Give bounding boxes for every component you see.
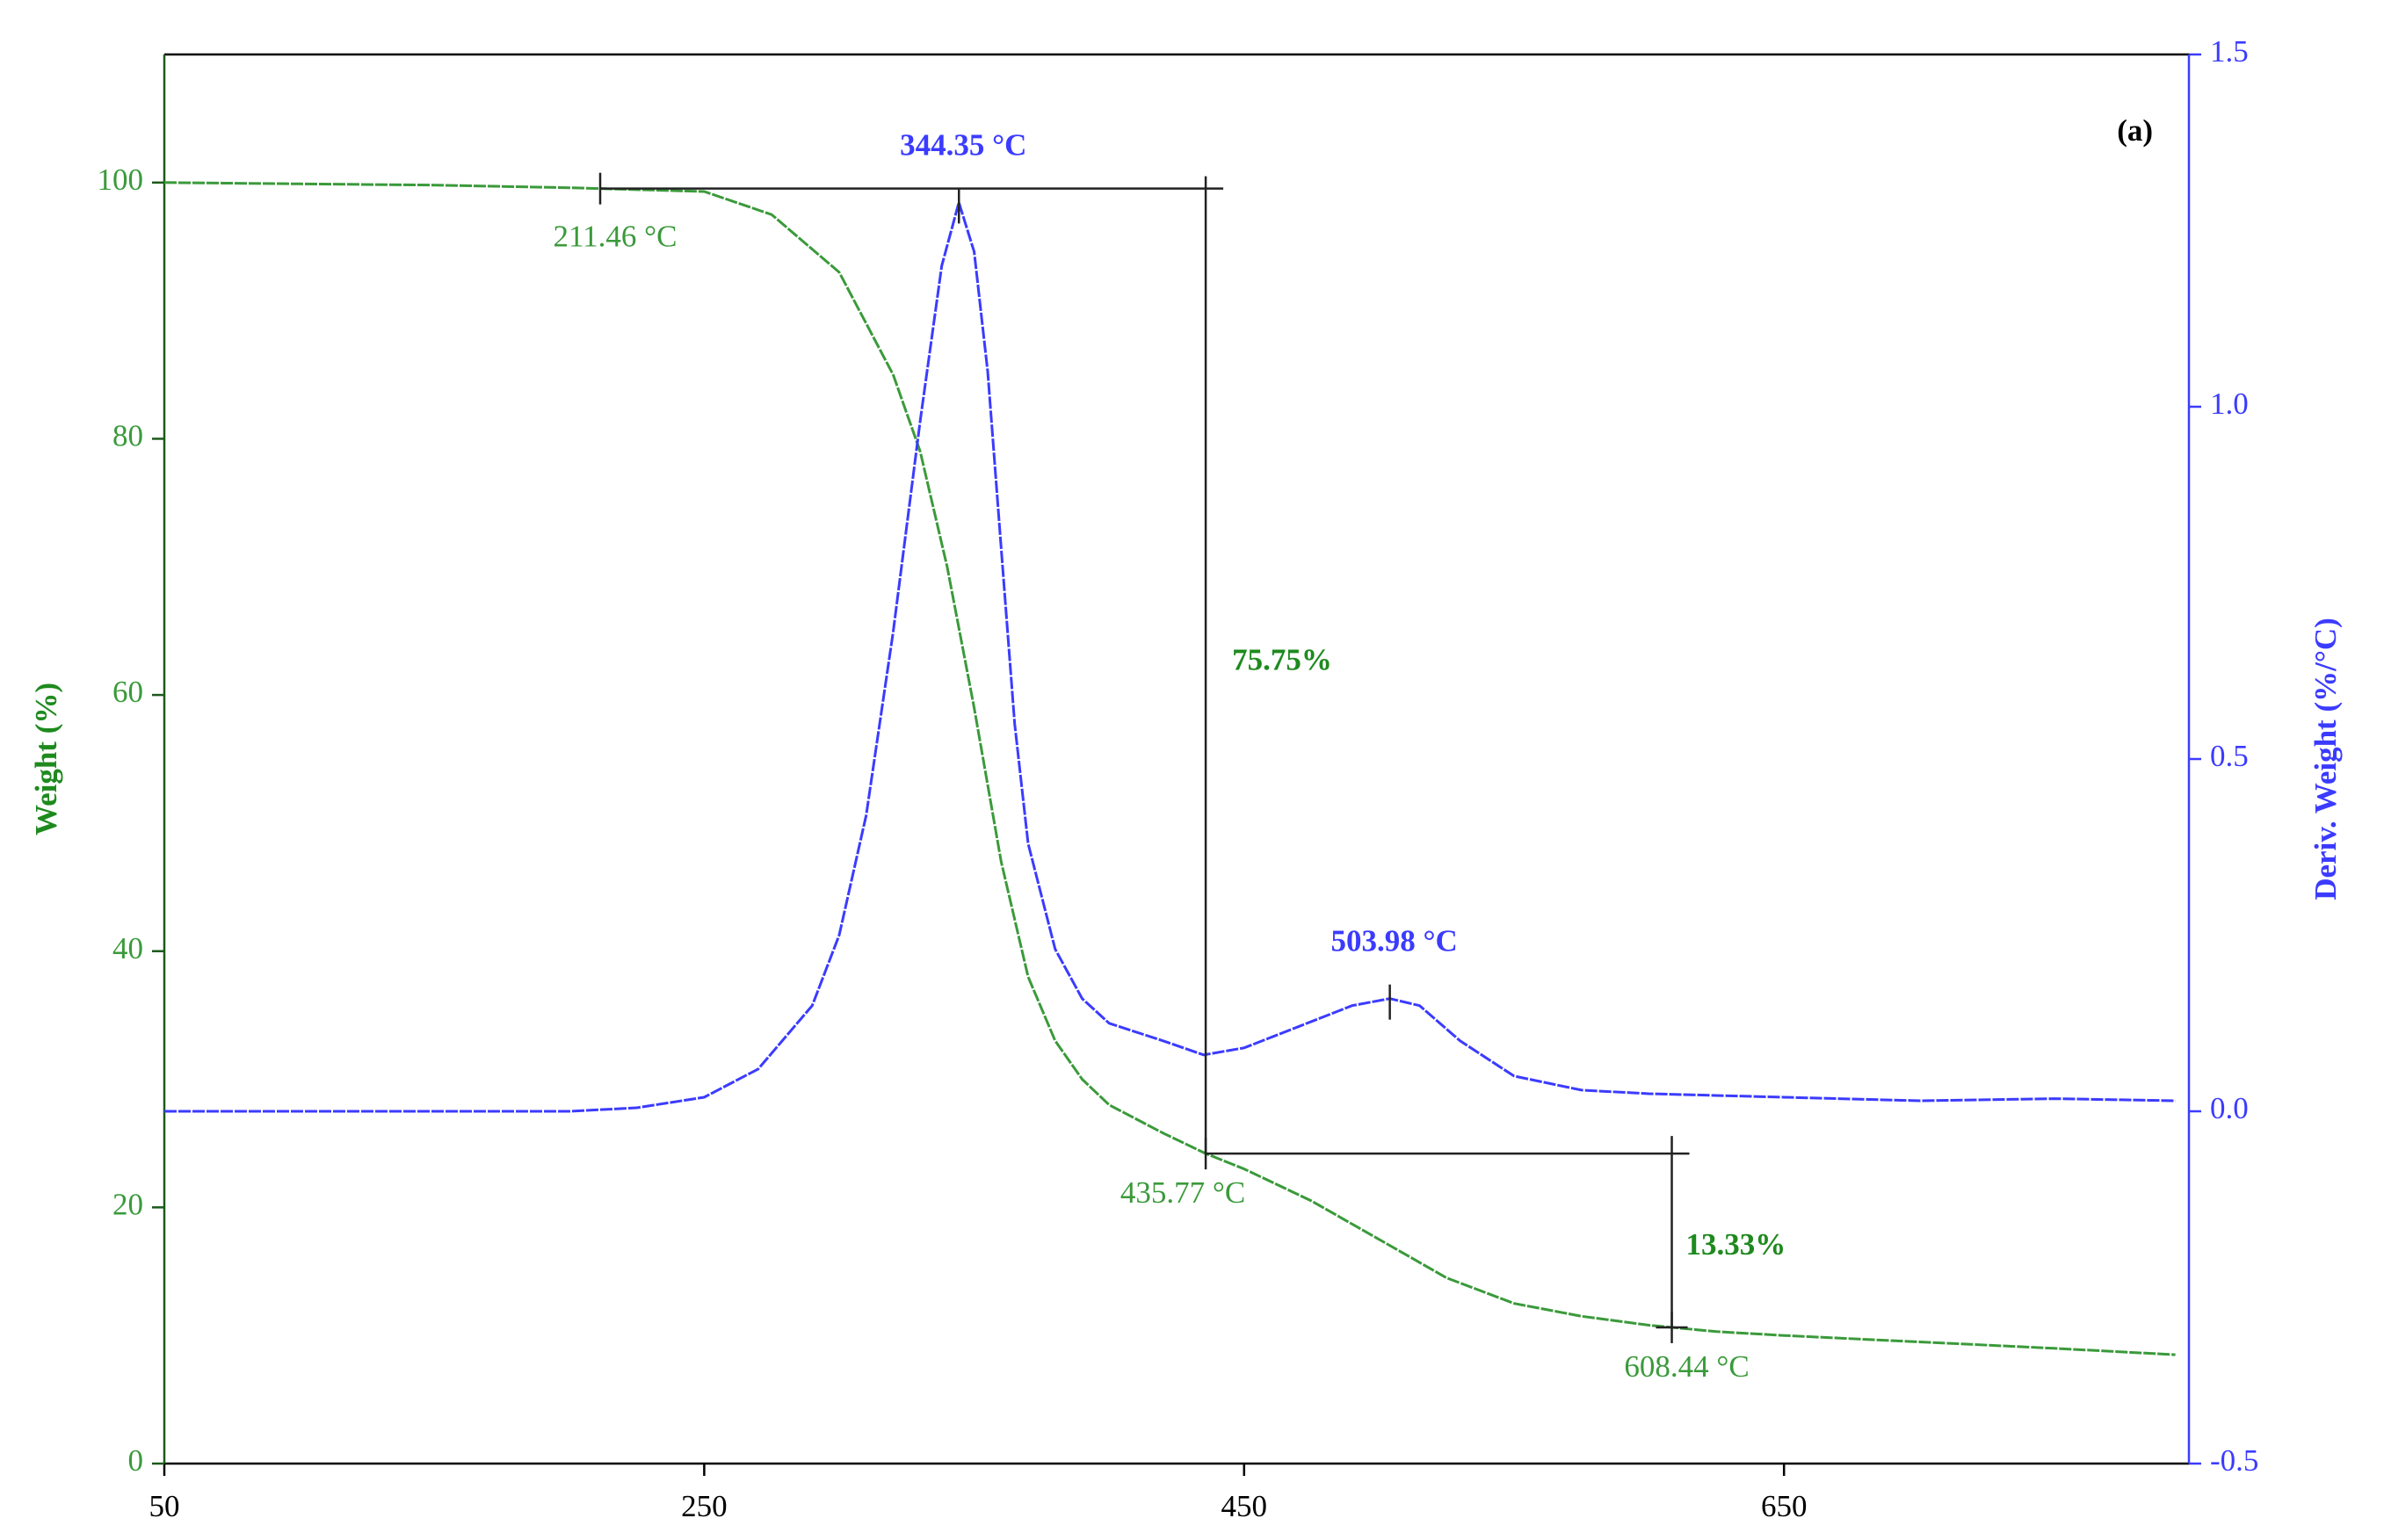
y2-tick-label: 0.0: [2210, 1091, 2249, 1125]
weight-loss-label: 13.33%: [1686, 1227, 1786, 1262]
y-tick-label: 60: [112, 675, 143, 709]
x-tick-label: 650: [1761, 1489, 1808, 1523]
weight-marker-label: 211.46 °C: [553, 220, 677, 254]
y2-tick-label: 1.0: [2210, 387, 2249, 421]
y-tick-label: 40: [112, 931, 143, 965]
peak-label: 503.98 °C: [1330, 924, 1457, 958]
weight-loss-label: 75.75%: [1232, 643, 1332, 677]
y-axis-label: Weight (%): [29, 683, 63, 835]
y-tick-label: 0: [128, 1443, 144, 1478]
y-tick-label: 20: [112, 1187, 143, 1221]
x-tick-label: 450: [1221, 1489, 1268, 1523]
y2-tick-label: 0.5: [2210, 739, 2249, 773]
weight-marker-label: 608.44 °C: [1624, 1349, 1749, 1384]
y-tick-label: 80: [112, 418, 143, 452]
weight-marker-label: 435.77 °C: [1120, 1175, 1245, 1210]
data-line: [163, 181, 2176, 1356]
y2-axis-label: Deriv. Weight (%/°C): [2308, 618, 2343, 900]
y-tick-label: 100: [98, 163, 144, 197]
chart-title: (a): [2117, 113, 2153, 148]
peak-label: 344.35 °C: [900, 127, 1026, 162]
x-tick-label: 50: [149, 1489, 180, 1523]
y2-tick-label: -0.5: [2210, 1443, 2258, 1478]
data-line: [164, 198, 2176, 1113]
x-tick-label: 250: [681, 1489, 728, 1523]
y2-tick-label: 1.5: [2210, 34, 2249, 69]
